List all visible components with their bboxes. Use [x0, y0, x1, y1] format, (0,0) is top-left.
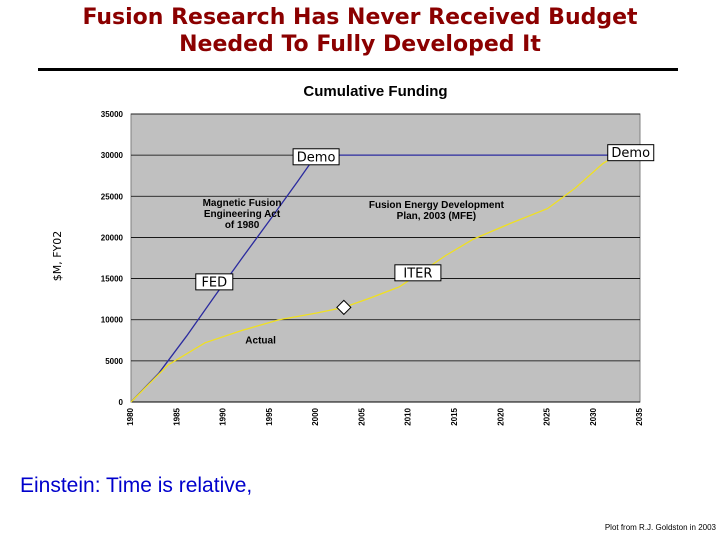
slide-title-line2: Needed To Fully Developed It — [179, 32, 541, 57]
y-axis-label: $M, FY02 — [51, 231, 64, 282]
boxed-label-text: ITER — [403, 266, 432, 281]
annotation-line: Fusion Energy Development — [369, 200, 505, 211]
boxed-label-box — [292, 148, 340, 166]
y-tick-label: 30000 — [101, 151, 124, 160]
boxed-label-text: FED — [201, 275, 227, 290]
x-tick-label: 2000 — [311, 407, 320, 425]
annotation-label: Fusion Energy Development Plan, 2003 (MFE… — [369, 200, 505, 222]
annotation-line: Engineering Act — [204, 209, 281, 220]
x-tick-label: 2025 — [543, 407, 552, 425]
marker-diamond — [336, 299, 352, 316]
annotation-label: Magnetic Fusion Engineering Act of 1980 — [203, 198, 282, 231]
x-tick-label: 2030 — [589, 407, 598, 425]
y-tick-label: 10000 — [101, 316, 124, 325]
title-divider — [38, 68, 678, 71]
annotation-line: Plan, 2003 (MFE) — [397, 211, 476, 222]
boxed-label-text: Demo — [611, 146, 650, 161]
boxed-label-box — [607, 144, 655, 162]
chart-title: Cumulative Funding — [303, 83, 447, 100]
x-tick-label: 2035 — [635, 407, 644, 425]
annotation-line: Magnetic Fusion — [203, 198, 282, 209]
y-tick-label: 5000 — [105, 357, 123, 366]
x-tick-label: 1980 — [126, 407, 135, 425]
x-tick-label: 1985 — [172, 407, 181, 425]
x-tick-label: 1995 — [265, 407, 274, 425]
y-tick-label: 35000 — [101, 110, 124, 119]
boxed-label-box — [195, 273, 234, 291]
slide-title-line1: Fusion Research Has Never Received Budge… — [82, 5, 638, 30]
plot-credit: Plot from R.J. Goldston in 2003 — [604, 523, 716, 532]
x-tick-label: 2010 — [404, 407, 413, 425]
y-tick-label: 0 — [119, 398, 124, 407]
annotation-label: Actual — [245, 336, 276, 347]
annotation-line: Actual — [245, 336, 276, 347]
y-tick-label: 20000 — [101, 233, 124, 242]
boxed-label-text: Demo — [297, 150, 336, 165]
boxed-label-box — [394, 264, 442, 282]
y-tick-label: 25000 — [101, 192, 124, 201]
plot-area — [130, 113, 641, 403]
series-line-2 — [130, 146, 632, 403]
annotation-line: of 1980 — [225, 220, 260, 231]
quote-text: Einstein: Time is relative, — [20, 474, 253, 497]
x-tick-label: 1990 — [219, 407, 228, 425]
x-tick-label: 2020 — [496, 407, 505, 425]
x-tick-label: 2015 — [450, 407, 459, 425]
x-tick-label: 2005 — [357, 407, 366, 425]
y-tick-label: 15000 — [101, 275, 124, 284]
